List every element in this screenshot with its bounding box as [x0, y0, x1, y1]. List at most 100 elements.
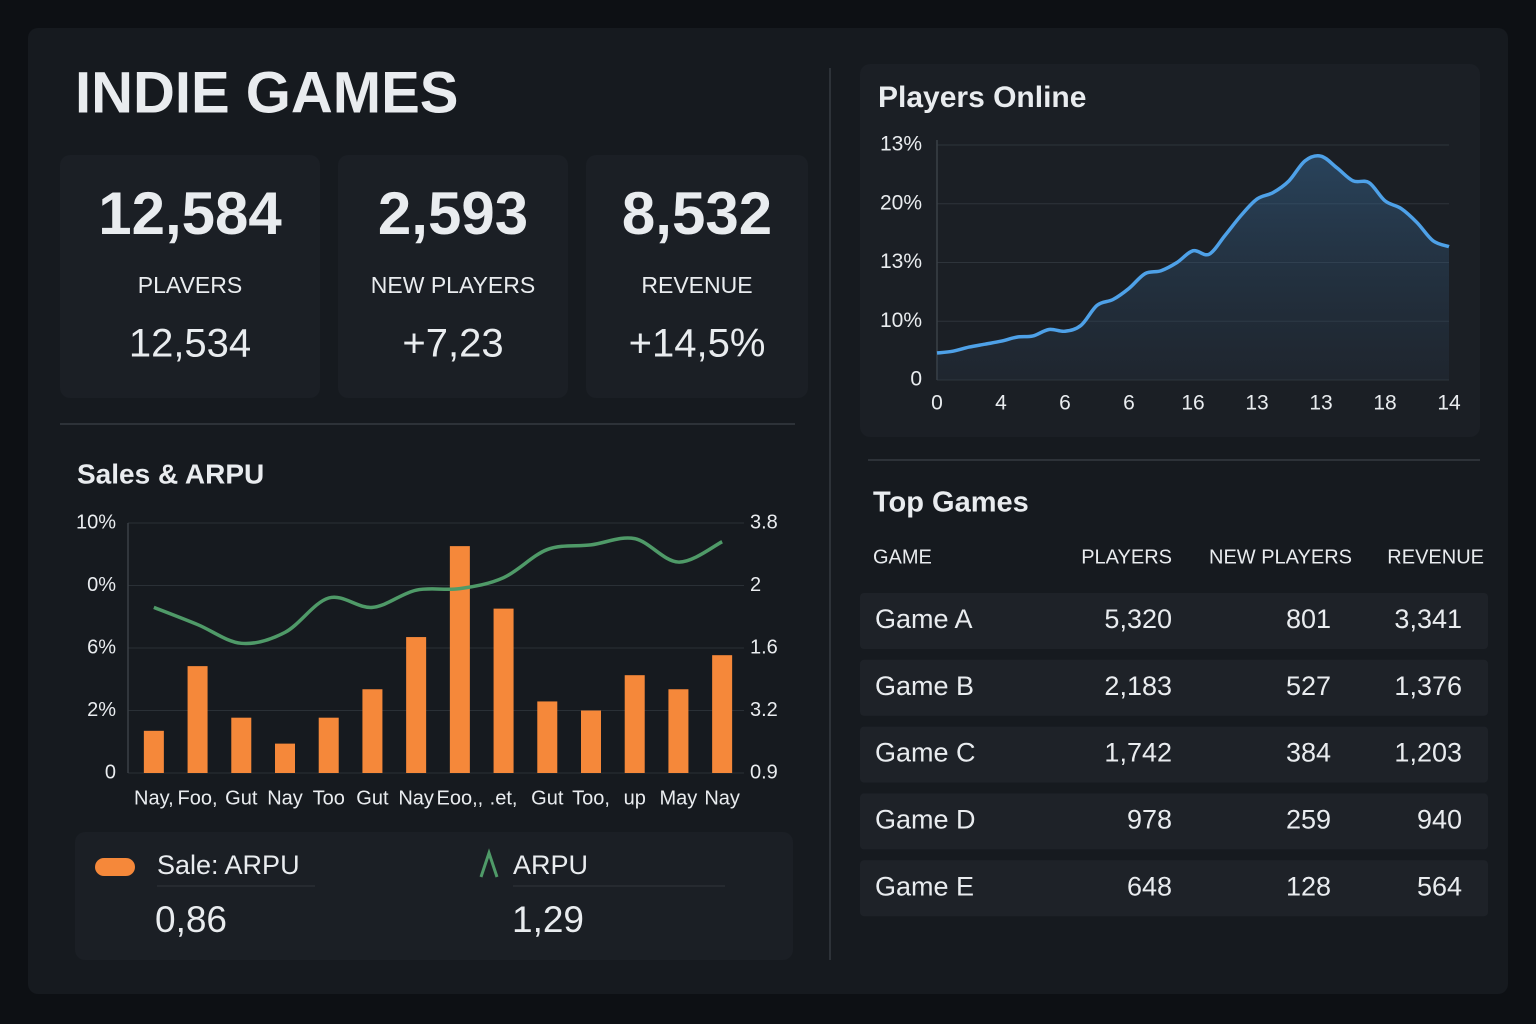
chart-title: Sales & ARPU [77, 458, 264, 489]
table-cell: 2,183 [1104, 671, 1172, 701]
x-tick-label: 16 [1181, 392, 1204, 415]
bar [406, 637, 427, 773]
kpi-value: 8,532 [622, 180, 772, 247]
x-tick-label: Gut [531, 787, 564, 809]
area [937, 155, 1449, 380]
legend-value: 0,86 [155, 899, 227, 940]
bar [187, 666, 208, 773]
kpi-label: NEW PLAYERS [371, 272, 535, 298]
x-tick-label: Too, [572, 787, 610, 809]
table-cell: 648 [1127, 871, 1172, 901]
y2-tick-label: 3.8 [750, 511, 778, 533]
legend-card [75, 832, 793, 960]
table-cell: Game C [875, 738, 976, 768]
y-tick-label: 2% [87, 699, 116, 721]
table-cell: 1,203 [1394, 738, 1462, 768]
table-cell: 978 [1127, 805, 1172, 835]
kpi-sub: +14,5% [629, 322, 766, 366]
table-cell: Game B [875, 671, 974, 701]
legend-label: ARPU [513, 850, 588, 880]
bar [537, 701, 558, 773]
table-title: Top Games [873, 487, 1029, 519]
x-tick-label: 6 [1123, 392, 1135, 415]
table-cell: Game E [875, 871, 974, 901]
table-cell: 564 [1417, 871, 1462, 901]
line [936, 154, 1450, 355]
x-tick-label: Eoo,, [437, 787, 484, 809]
kpi-card [338, 155, 568, 398]
page-title: INDIE GAMES [75, 60, 459, 125]
kpi-label: PLAVERS [138, 272, 242, 298]
x-tick-label: 13 [1309, 392, 1332, 415]
table-cell: 5,320 [1104, 604, 1172, 634]
x-tick-label: 4 [995, 392, 1007, 415]
kpi-sub: +7,23 [402, 322, 503, 366]
x-tick-label: 6 [1059, 392, 1071, 415]
legend-icon [479, 848, 499, 878]
bar [143, 730, 164, 773]
bar [231, 717, 252, 773]
table-row [860, 793, 1488, 850]
y-tick-label: 10% [76, 511, 116, 533]
y-tick-label: 20% [880, 191, 922, 214]
legend-value: 1,29 [512, 899, 584, 940]
legend-icon [95, 858, 135, 876]
kpi-value: 2,593 [378, 180, 528, 247]
bar [712, 655, 733, 773]
x-tick-label: Gut [225, 787, 258, 809]
bar [318, 717, 339, 773]
y2-tick-label: 2 [750, 574, 761, 596]
x-tick-label: 18 [1373, 392, 1396, 415]
y2-tick-label: 3.2 [750, 699, 778, 721]
line [153, 536, 723, 646]
kpi-value: 12,584 [98, 180, 282, 247]
table-cell: 3,341 [1394, 604, 1462, 634]
table-header: GAME [873, 546, 932, 568]
kpi-card [586, 155, 808, 398]
y2-tick-label: 1.6 [750, 636, 778, 658]
y-tick-label: 0 [105, 761, 116, 783]
y-tick-label: 6% [87, 636, 116, 658]
bar [668, 689, 689, 773]
chart-title: Players Online [878, 81, 1086, 114]
table-header: NEW PLAYERS [1209, 546, 1352, 568]
x-tick-label: 0 [931, 392, 943, 415]
y-tick-label: 13% [880, 133, 922, 156]
kpi-card [60, 155, 320, 398]
x-tick-label: Nay [704, 787, 740, 809]
table-cell: 940 [1417, 805, 1462, 835]
x-tick-label: Nay [398, 787, 434, 809]
x-tick-label: 13 [1245, 392, 1268, 415]
y-tick-label: 13% [880, 250, 922, 273]
y-tick-label: 10% [880, 309, 922, 332]
x-tick-label: 14 [1437, 392, 1461, 415]
table-row [860, 659, 1488, 716]
bar [449, 546, 470, 773]
legend-label: Sale: ARPU [157, 850, 300, 880]
bar [275, 743, 295, 773]
x-tick-label: .et, [490, 787, 518, 809]
table-row [860, 860, 1488, 917]
table-cell: 384 [1286, 738, 1331, 768]
x-tick-label: Nay, [134, 787, 174, 809]
kpi-sub: 12,534 [129, 322, 251, 366]
y2-tick-label: 0.9 [750, 761, 778, 783]
x-tick-label: Too [313, 787, 345, 809]
table-cell: Game A [875, 604, 973, 634]
bar [362, 689, 383, 773]
table-cell: 1,376 [1394, 671, 1462, 701]
table-cell: Game D [875, 805, 976, 835]
table-header: REVENUE [1387, 546, 1484, 568]
x-tick-label: Gut [356, 787, 389, 809]
bar [624, 675, 645, 773]
y-tick-label: 0 [910, 368, 922, 391]
x-tick-label: up [624, 787, 646, 809]
table-cell: 527 [1286, 671, 1331, 701]
x-tick-label: Nay [267, 787, 303, 809]
table-cell: 259 [1286, 805, 1331, 835]
table-row [860, 593, 1488, 649]
table-cell: 1,742 [1104, 738, 1172, 768]
table-header: PLAYERS [1081, 546, 1172, 568]
